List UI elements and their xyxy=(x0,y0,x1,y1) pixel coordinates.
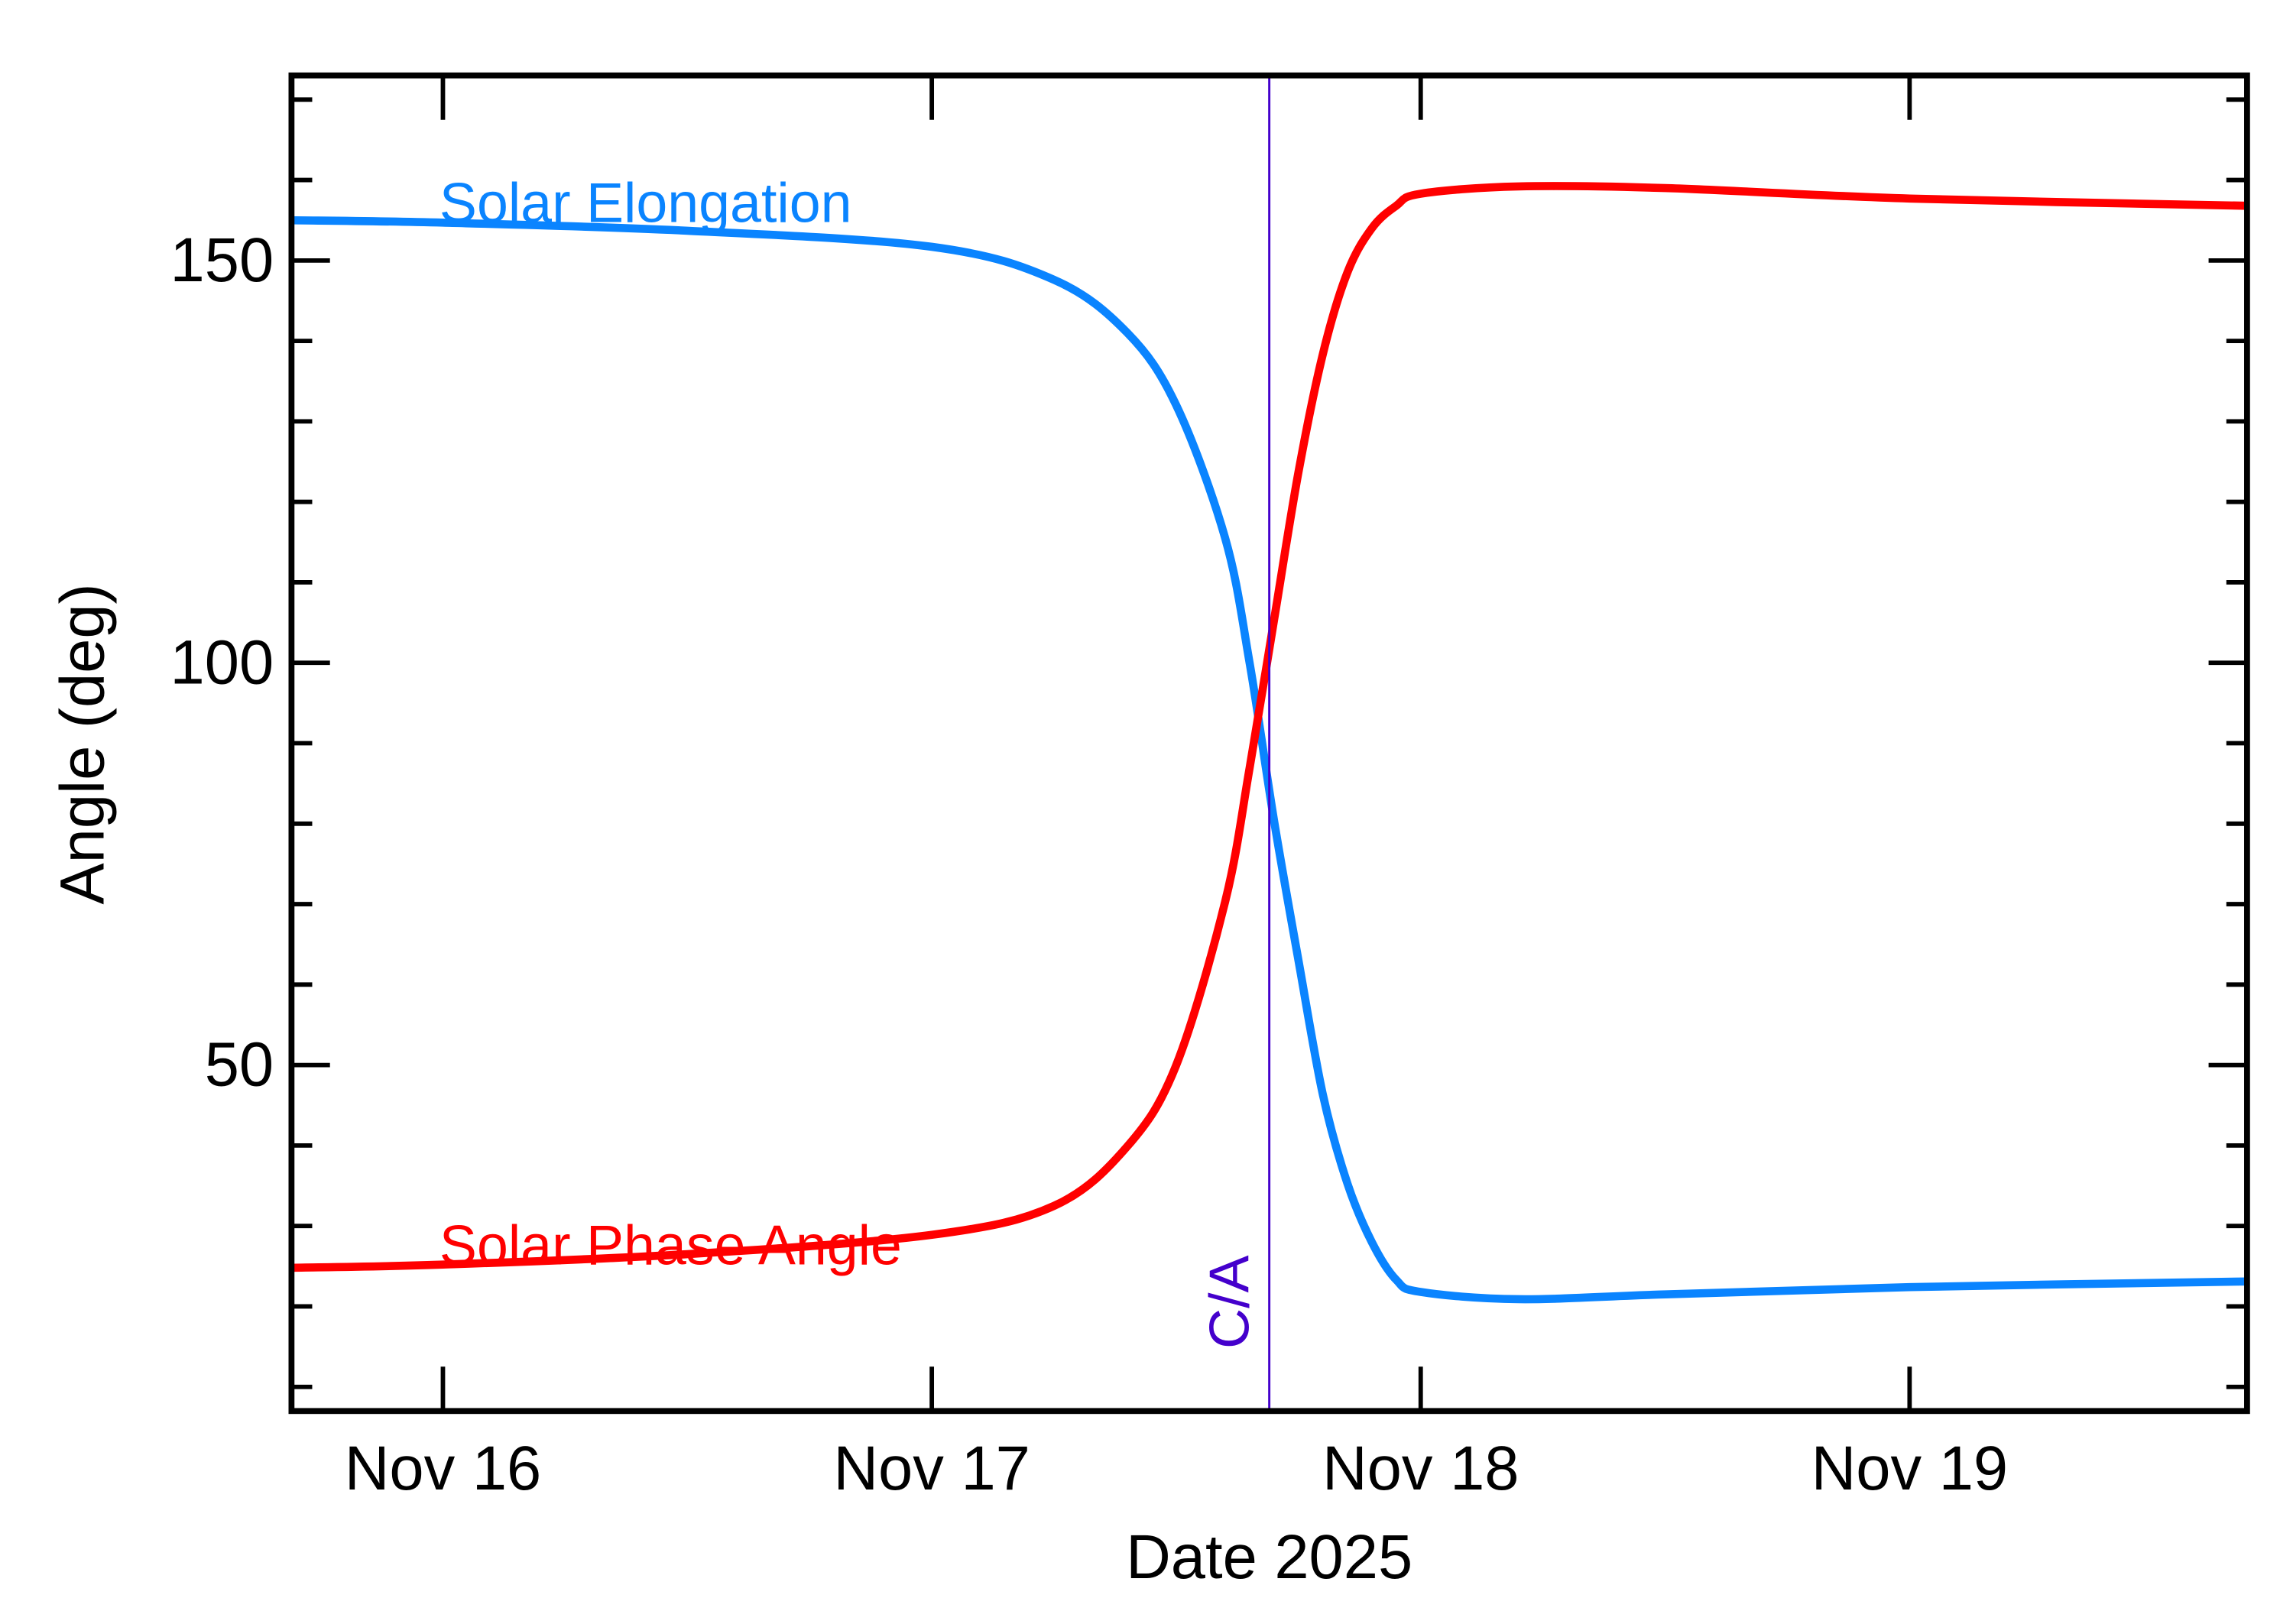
x-tick-label: Nov 17 xyxy=(833,1434,1030,1503)
y-axis-label: Angle (deg) xyxy=(48,583,118,904)
series-line-solar-elongation xyxy=(291,216,2247,1304)
series-line-solar-phase-angle xyxy=(291,182,2248,1272)
y-tick-label: 100 xyxy=(170,627,274,697)
y-tick-label: 50 xyxy=(205,1030,274,1100)
closest-approach-label: C/A xyxy=(1198,1255,1261,1349)
x-tick-label: Nov 16 xyxy=(345,1434,541,1503)
x-tick-label: Nov 18 xyxy=(1322,1434,1519,1503)
y-tick-label: 150 xyxy=(170,225,274,295)
x-tick-label: Nov 19 xyxy=(1811,1434,2009,1503)
series-label-solar-phase-angle: Solar Phase Angle xyxy=(439,1214,902,1277)
series-label-solar-elongation: Solar Elongation xyxy=(439,170,852,234)
x-axis-label: Date 2025 xyxy=(1126,1522,1412,1592)
